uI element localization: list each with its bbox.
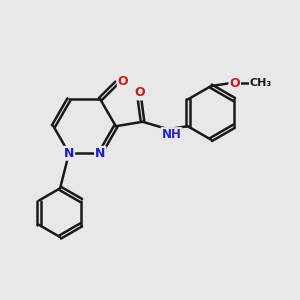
Text: O: O [134,86,145,99]
Text: O: O [230,76,240,90]
Text: O: O [118,75,128,88]
Text: NH: NH [161,128,181,141]
Text: CH₃: CH₃ [250,78,272,88]
Text: N: N [95,147,105,160]
Text: N: N [64,147,74,160]
